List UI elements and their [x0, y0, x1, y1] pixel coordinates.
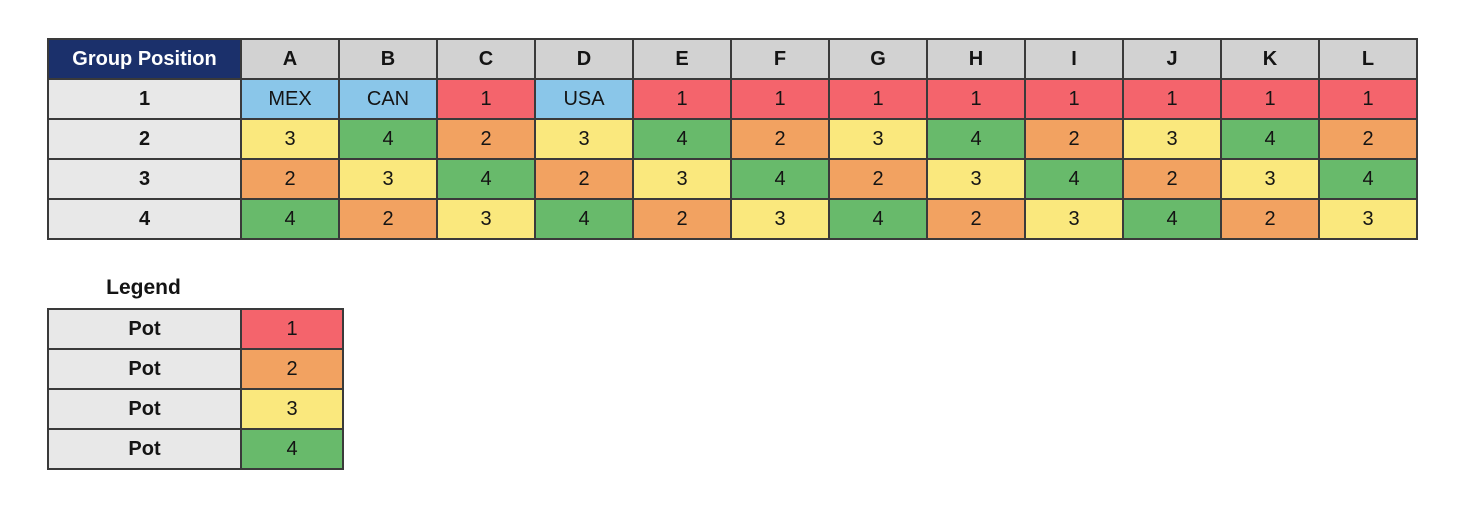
table-row-position-1: 1 MEX CAN 1 USA 1 1 1 1 1 1 1 1	[47, 78, 1418, 120]
grid-cell-d2: 3	[534, 118, 634, 160]
grid-cell-l4: 3	[1318, 198, 1418, 240]
legend-table: Pot 1 Pot 2 Pot 3 Pot 4	[47, 308, 344, 470]
legend-pot-label-1: Pot	[47, 308, 242, 350]
column-header-k: K	[1220, 38, 1320, 80]
column-header-d: D	[534, 38, 634, 80]
column-header-b: B	[338, 38, 438, 80]
grid-cell-k1: 1	[1220, 78, 1320, 120]
grid-cell-e3: 3	[632, 158, 732, 200]
grid-cell-f4: 3	[730, 198, 830, 240]
grid-cell-h2: 4	[926, 118, 1026, 160]
grid-cell-h4: 2	[926, 198, 1026, 240]
column-header-c: C	[436, 38, 536, 80]
legend-title: Legend	[106, 276, 181, 299]
grid-cell-j1: 1	[1122, 78, 1222, 120]
group-position-table: Group Position A B C D E F G H I J K L 1…	[47, 38, 1418, 240]
legend-row-pot-3: Pot 3	[47, 388, 344, 430]
row-header-3: 3	[47, 158, 242, 200]
header-row: Group Position A B C D E F G H I J K L	[47, 38, 1418, 80]
grid-cell-b4: 2	[338, 198, 438, 240]
legend-pot-swatch-1: 1	[240, 308, 344, 350]
legend-pot-label-3: Pot	[47, 388, 242, 430]
column-header-f: F	[730, 38, 830, 80]
column-header-l: L	[1318, 38, 1418, 80]
grid-cell-j4: 4	[1122, 198, 1222, 240]
legend-row-pot-4: Pot 4	[47, 428, 344, 470]
column-header-e: E	[632, 38, 732, 80]
table-row-position-4: 4 4 2 3 4 2 3 4 2 3 4 2 3	[47, 198, 1418, 240]
row-header-2: 2	[47, 118, 242, 160]
table-row-position-2: 2 3 4 2 3 4 2 3 4 2 3 4 2	[47, 118, 1418, 160]
grid-cell-i3: 4	[1024, 158, 1124, 200]
grid-cell-d1: USA	[534, 78, 634, 120]
row-header-1: 1	[47, 78, 242, 120]
grid-cell-b1: CAN	[338, 78, 438, 120]
grid-cell-k4: 2	[1220, 198, 1320, 240]
legend-container: Pot 1 Pot 2 Pot 3 Pot 4	[47, 308, 344, 470]
legend-row-pot-2: Pot 2	[47, 348, 344, 390]
grid-cell-b3: 3	[338, 158, 438, 200]
grid-cell-a2: 3	[240, 118, 340, 160]
row-header-4: 4	[47, 198, 242, 240]
grid-cell-e1: 1	[632, 78, 732, 120]
column-header-a: A	[240, 38, 340, 80]
legend-pot-swatch-4: 4	[240, 428, 344, 470]
grid-cell-b2: 4	[338, 118, 438, 160]
grid-cell-l3: 4	[1318, 158, 1418, 200]
grid-cell-a1: MEX	[240, 78, 340, 120]
legend-pot-label-2: Pot	[47, 348, 242, 390]
grid-cell-c1: 1	[436, 78, 536, 120]
grid-cell-c4: 3	[436, 198, 536, 240]
grid-cell-g1: 1	[828, 78, 928, 120]
grid-cell-f1: 1	[730, 78, 830, 120]
grid-cell-k2: 4	[1220, 118, 1320, 160]
grid-cell-i4: 3	[1024, 198, 1124, 240]
grid-cell-c2: 2	[436, 118, 536, 160]
grid-cell-l2: 2	[1318, 118, 1418, 160]
grid-cell-g3: 2	[828, 158, 928, 200]
grid-cell-h3: 3	[926, 158, 1026, 200]
table-row-position-3: 3 2 3 4 2 3 4 2 3 4 2 3 4	[47, 158, 1418, 200]
grid-cell-e4: 2	[632, 198, 732, 240]
grid-cell-k3: 3	[1220, 158, 1320, 200]
grid-cell-l1: 1	[1318, 78, 1418, 120]
column-header-h: H	[926, 38, 1026, 80]
grid-cell-g2: 3	[828, 118, 928, 160]
legend-pot-swatch-3: 3	[240, 388, 344, 430]
grid-cell-j3: 2	[1122, 158, 1222, 200]
grid-cell-f2: 2	[730, 118, 830, 160]
legend-pot-swatch-2: 2	[240, 348, 344, 390]
grid-cell-i2: 2	[1024, 118, 1124, 160]
legend-pot-label-4: Pot	[47, 428, 242, 470]
legend-row-pot-1: Pot 1	[47, 308, 344, 350]
grid-cell-h1: 1	[926, 78, 1026, 120]
grid-cell-f3: 4	[730, 158, 830, 200]
column-header-j: J	[1122, 38, 1222, 80]
grid-cell-d4: 4	[534, 198, 634, 240]
grid-cell-a4: 4	[240, 198, 340, 240]
corner-header: Group Position	[47, 38, 242, 80]
grid-cell-j2: 3	[1122, 118, 1222, 160]
grid-cell-c3: 4	[436, 158, 536, 200]
grid-cell-g4: 4	[828, 198, 928, 240]
column-header-i: I	[1024, 38, 1124, 80]
group-position-table-container: Group Position A B C D E F G H I J K L 1…	[47, 38, 1418, 240]
grid-cell-i1: 1	[1024, 78, 1124, 120]
grid-cell-e2: 4	[632, 118, 732, 160]
column-header-g: G	[828, 38, 928, 80]
grid-cell-a3: 2	[240, 158, 340, 200]
grid-cell-d3: 2	[534, 158, 634, 200]
